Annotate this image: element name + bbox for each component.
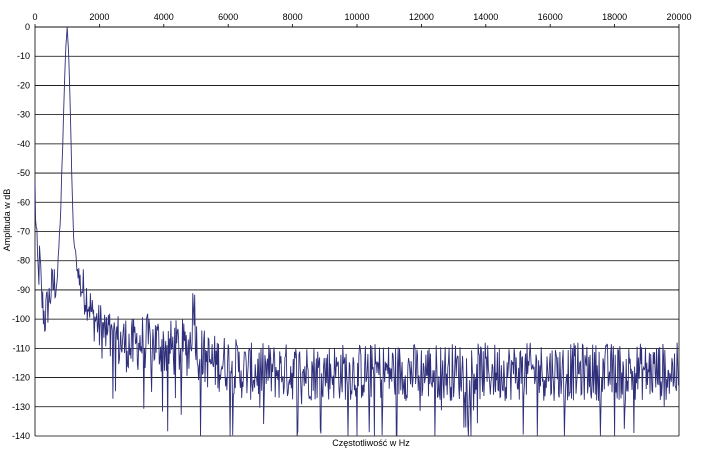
x-axis-label: Częstotliwość w Hz (332, 438, 410, 448)
y-axis-label: Amplituda w dB (2, 189, 12, 252)
y-tick-label: -100 (12, 314, 30, 324)
y-tick-label: -90 (17, 285, 30, 295)
y-tick-label: -60 (17, 197, 30, 207)
y-tick-label: -50 (17, 168, 30, 178)
y-tick-label: -40 (17, 139, 30, 149)
x-tick-label: 8000 (283, 12, 303, 22)
x-tick-label: 0 (32, 12, 37, 22)
series-line (34, 26, 680, 437)
x-tick-label: 18000 (602, 12, 627, 22)
y-tick-label: -80 (17, 256, 30, 266)
y-tick-label: -130 (12, 402, 30, 412)
y-tick-label: -30 (17, 110, 30, 120)
x-tick-label: 10000 (344, 12, 369, 22)
y-tick-label: -120 (12, 373, 30, 383)
x-tick-label: 20000 (666, 12, 691, 22)
y-tick-label: 0 (25, 22, 30, 32)
x-tick-label: 16000 (538, 12, 563, 22)
x-tick-label: 4000 (154, 12, 174, 22)
x-tick-label: 2000 (89, 12, 109, 22)
y-tick-label: -70 (17, 227, 30, 237)
x-tick-labels: 0 2000 4000 6000 8000 10000 12000 14000 16000 180… (32, 12, 691, 22)
x-tick-label: 14000 (473, 12, 498, 22)
x-tick-label: 6000 (218, 12, 238, 22)
y-tick-label: -110 (13, 343, 30, 353)
y-tick-label: -10 (17, 51, 30, 61)
y-tick-label: -140 (12, 431, 30, 441)
axes (34, 24, 680, 436)
x-tick-label: 12000 (409, 12, 434, 22)
y-tick-labels: 0 -10 -20 -30 -40 -50 -60 -70 -80 -90 -100 -110 -120… (12, 22, 30, 441)
y-tick-label: -20 (17, 80, 30, 90)
